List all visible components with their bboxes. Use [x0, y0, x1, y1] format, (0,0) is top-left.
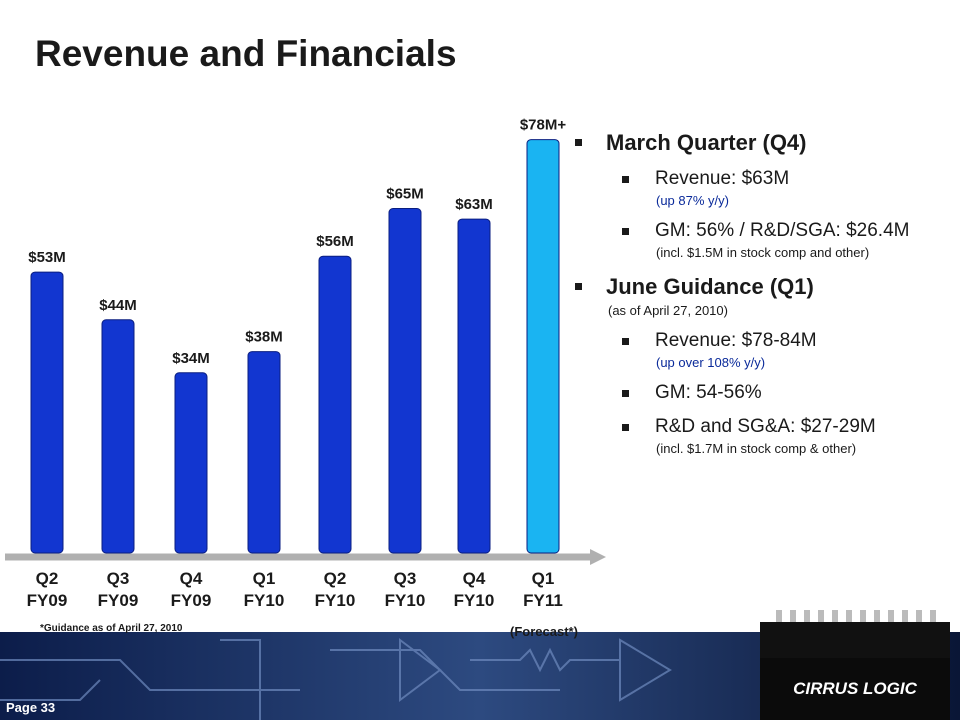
footnote: *Guidance as of April 27, 2010: [40, 623, 183, 634]
bullet-item: GM: 54-56%: [572, 382, 957, 404]
forecast-note: (Forecast*): [510, 624, 578, 639]
value-label: $56M: [316, 233, 354, 250]
x-tick-label: Q1 FY10: [243, 569, 285, 610]
bullet-item: Revenue: $78-84M: [572, 330, 957, 352]
slide-title: Revenue and Financials: [35, 33, 457, 74]
bullet-item: Revenue: $63M: [572, 168, 957, 190]
x-tick-label: Q3 FY09: [97, 569, 139, 610]
chip: [760, 622, 950, 658]
value-label: $63M: [455, 196, 493, 213]
bullet-list: March Quarter (Q4) Revenue: $63M (up 87% y…: [572, 122, 957, 456]
x-tick-label: Q2 FY10: [314, 569, 356, 610]
item-note: (up 87% y/y): [656, 193, 729, 208]
bar: [318, 255, 352, 554]
x-tick-label: Q3 FY10: [384, 569, 426, 610]
item-note: (up over 108% y/y): [656, 355, 766, 370]
x-tick-label: Q2 FY09: [26, 569, 68, 610]
value-label: $53M: [28, 249, 66, 266]
bar: [174, 372, 208, 554]
bullet-item: R&D and SG&A: $27-29M: [572, 416, 957, 438]
value-label: $78M+: [520, 117, 567, 134]
heading-note: (as of April 27, 2010): [608, 303, 728, 318]
bar: [388, 208, 422, 554]
bar: [457, 218, 491, 554]
x-tick-label: Q4 FY09: [170, 569, 212, 610]
item-note: (incl. $1.5M in stock comp and other): [656, 245, 870, 260]
logo: CIRRUS LOGIC: [793, 679, 917, 698]
value-label: $44M: [99, 297, 137, 314]
bullet-item: GM: 56% / R&D/SGA: $26.4M: [572, 220, 957, 242]
chip-pins: [776, 610, 936, 622]
bar: [101, 319, 135, 554]
bar: [526, 139, 560, 554]
bar: [30, 271, 64, 554]
value-label: $65M: [386, 186, 424, 203]
bullet-heading: June Guidance (Q1): [572, 274, 957, 300]
item-note: (incl. $1.7M in stock comp & other): [656, 441, 857, 456]
bar: [247, 351, 281, 554]
page-number: Page 33: [6, 700, 55, 715]
bullet-heading: March Quarter (Q4): [572, 130, 957, 156]
value-label: $38M: [245, 329, 283, 346]
axis-arrow: [590, 549, 606, 565]
x-tick-label: Q1 FY11: [523, 569, 563, 610]
x-tick-label: Q4 FY10: [453, 569, 495, 610]
value-label: $34M: [172, 350, 210, 367]
logo-plate: [760, 658, 950, 720]
circuit-art: [0, 638, 672, 720]
